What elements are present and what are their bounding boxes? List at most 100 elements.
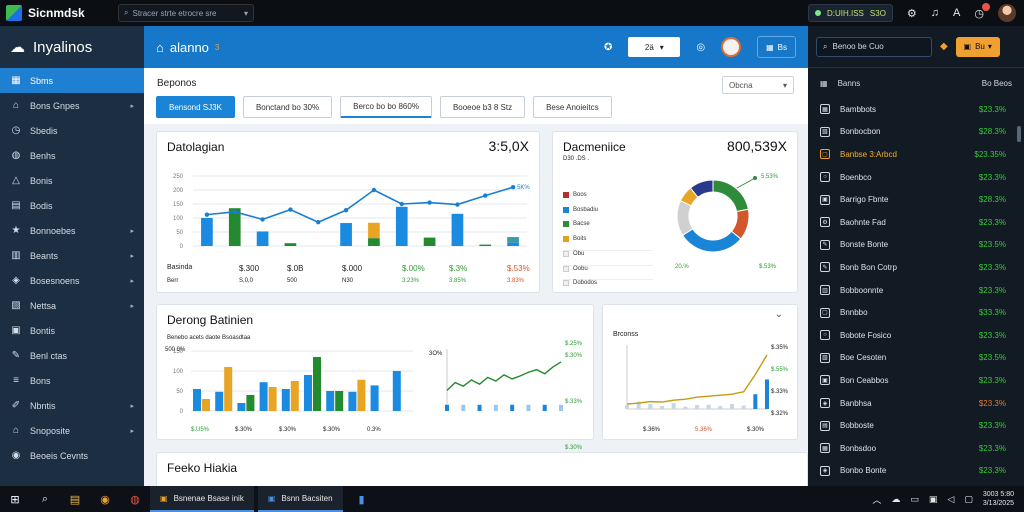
watchlist-row[interactable]: ▢ Banbse 3:Arbcd $23.35% bbox=[808, 143, 1024, 166]
card2-title: Dacmeniice bbox=[563, 140, 626, 154]
sidebar-item[interactable]: ▥ Beants ▸ bbox=[0, 243, 144, 268]
watchlist-value: $23.3% bbox=[978, 217, 1006, 227]
watchlist-row[interactable]: ▢ Bnnbbo $33.3% bbox=[808, 301, 1024, 324]
tab[interactable]: Booeoe b3 8 Stz bbox=[439, 96, 526, 118]
sidebar-item[interactable]: ✎ Benl ctas bbox=[0, 343, 144, 368]
bar bbox=[451, 213, 464, 246]
monitor-icon[interactable]: ▣ bbox=[928, 493, 938, 504]
page-title: ⌂ alanno 3 bbox=[156, 40, 219, 55]
app-brand[interactable]: Sicnmdsk bbox=[0, 5, 112, 21]
file-explorer-icon[interactable]: ▤ bbox=[69, 493, 81, 506]
card2-donut-label: 5.53% bbox=[761, 174, 779, 180]
bar bbox=[479, 244, 492, 246]
chevron-down-icon[interactable]: ⌄ bbox=[774, 309, 783, 320]
sidebar-item[interactable]: ◍ Benhs bbox=[0, 143, 144, 168]
chrome-icon[interactable]: ◍ bbox=[130, 493, 140, 506]
line-point bbox=[343, 207, 349, 213]
watchlist-row[interactable]: ○ Bobote Fosico $23.3% bbox=[808, 324, 1024, 347]
watchlist-row[interactable]: ▦ Bonbsdoo $23.3% bbox=[808, 437, 1024, 460]
profile-icon[interactable] bbox=[721, 37, 742, 57]
y-tick-label: 50 bbox=[176, 389, 183, 395]
watchlist-value: $23.35% bbox=[974, 149, 1006, 159]
watchlist-value: $23.3% bbox=[978, 330, 1006, 340]
sidebar-item[interactable]: ★ Bonnoebes ▸ bbox=[0, 218, 144, 243]
sidebar-item-label: Benl ctas bbox=[30, 350, 68, 361]
sidebar-item[interactable]: ✐ Nbntis ▸ bbox=[0, 393, 144, 418]
sidebar-item[interactable]: ⌂ Snoposite ▸ bbox=[0, 418, 144, 443]
watchlist-value: $28.3% bbox=[978, 127, 1006, 137]
taskbar-app[interactable]: ▣ Bsnn Bacsiten bbox=[257, 486, 343, 512]
bar bbox=[671, 403, 676, 409]
bar bbox=[224, 367, 233, 411]
user-avatar[interactable] bbox=[998, 4, 1016, 22]
watchlist-row[interactable]: ⚙ Baohnte Fad $23.3% bbox=[808, 211, 1024, 234]
y-tick-label: 250 bbox=[173, 174, 184, 180]
clock[interactable]: 3003 5:80 3/13/2025 bbox=[983, 490, 1014, 508]
chevron-up-icon[interactable]: ︿ bbox=[872, 494, 882, 505]
watchlist-row[interactable]: ▥ Bobboonnte $23.3% bbox=[808, 279, 1024, 302]
pen-icon: ✎ bbox=[11, 350, 21, 361]
sidebar-item[interactable]: ▣ Bontis bbox=[0, 318, 144, 343]
tab[interactable]: Bensond SJ3K bbox=[156, 96, 235, 118]
tab[interactable]: Bonctand bo 30% bbox=[242, 96, 333, 118]
connection-status[interactable]: D:UIH.ISS S3O bbox=[808, 4, 893, 22]
sidebar-item[interactable]: ▧ Nettsa ▸ bbox=[0, 293, 144, 318]
tab[interactable]: Berco bo bo 860% bbox=[340, 96, 432, 118]
sidebar-item-label: Bodis bbox=[30, 200, 53, 211]
sidebar-item[interactable]: ◷ Sbedis bbox=[0, 118, 144, 143]
watchlist-row[interactable]: ✎ Bonste Bonte $23.5% bbox=[808, 234, 1024, 257]
sync-icon[interactable]: ◎ bbox=[696, 41, 706, 53]
diamond-icon[interactable]: ◆ bbox=[940, 41, 948, 52]
overview-select[interactable]: Obcna ▾ bbox=[722, 76, 794, 94]
sidebar-item[interactable]: ▤ Bodis bbox=[0, 193, 144, 218]
sidebar-item[interactable]: ⌂ Bons Gnpes ▸ bbox=[0, 93, 144, 118]
watchlist-search-input[interactable]: ⌕ Benoo be Cuo bbox=[816, 36, 932, 57]
battery-icon[interactable]: ▢ bbox=[964, 493, 973, 504]
speaker-icon[interactable]: ◁ bbox=[947, 493, 955, 504]
watchlist-header: ⌕ Benoo be Cuo ◆ ▣ Bu ▾ bbox=[808, 26, 1024, 68]
watchlist-row[interactable]: ◈ Banbhsa $23.3% bbox=[808, 392, 1024, 415]
bell-icon[interactable]: ♫ bbox=[930, 7, 940, 19]
tab[interactable]: Bese Anoieitcs bbox=[533, 96, 612, 118]
watchlist-row[interactable]: ▤ Bobboste $23.3% bbox=[808, 414, 1024, 437]
sidebar-item[interactable]: ◉ Beoeis Cevnts bbox=[0, 443, 144, 468]
sidebar-item[interactable]: △ Bonis bbox=[0, 168, 144, 193]
star-icon: ★ bbox=[11, 225, 21, 236]
font-icon[interactable]: A bbox=[953, 7, 961, 19]
watchlist-filter-button[interactable]: ▣ Bu ▾ bbox=[955, 36, 1000, 57]
app-icon[interactable]: ▮ bbox=[358, 493, 365, 506]
bar bbox=[648, 404, 653, 409]
header-select[interactable]: 2ä ▾ bbox=[628, 37, 681, 57]
network-icon[interactable]: ▭ bbox=[910, 493, 919, 504]
star-icon[interactable]: ✪ bbox=[603, 41, 613, 53]
y-tick-label: 100 bbox=[173, 216, 184, 222]
watchlist-scrollbar[interactable] bbox=[1017, 126, 1021, 142]
browser-icon[interactable]: ◉ bbox=[100, 493, 110, 506]
donut-leader-dot bbox=[753, 176, 757, 180]
watchlist-row[interactable]: ▣ Barrigo Fbnte $28.3% bbox=[808, 188, 1024, 211]
legend-label: Boits bbox=[573, 235, 587, 242]
watchlist-row[interactable]: ◈ Bonbo Bonte $23.3% bbox=[808, 460, 1024, 483]
watchlist-row[interactable]: ▧ Bonbocbon $28.3% bbox=[808, 121, 1024, 144]
watchlist-row[interactable]: ○ Boenbco $23.3% bbox=[808, 166, 1024, 189]
gear-icon[interactable]: ⚙ bbox=[906, 7, 917, 20]
header-box-button[interactable]: ▦ Bs bbox=[757, 36, 796, 58]
bar bbox=[368, 238, 380, 246]
chart-icon: ▧ bbox=[820, 126, 830, 137]
line-point bbox=[399, 201, 404, 207]
watchlist-row[interactable]: ✎ Bonb Bon Cotrp $23.3% bbox=[808, 256, 1024, 279]
search-icon[interactable]: ⌕ bbox=[41, 492, 49, 505]
watchlist-row[interactable]: ▧ Boe Cesoten $23.5% bbox=[808, 347, 1024, 370]
watchlist-row[interactable]: ▦ Bambbots $23.3% bbox=[808, 98, 1024, 121]
sidebar-item[interactable]: ▦ Sbms bbox=[0, 68, 144, 93]
windows-start-icon[interactable]: ⊞ bbox=[10, 493, 20, 506]
legend-swatch bbox=[563, 206, 569, 213]
sidebar-item[interactable]: ◈ Bosesnoens ▸ bbox=[0, 268, 144, 293]
taskbar-app[interactable]: ▣ Bsnenae Bsase inik bbox=[150, 486, 254, 512]
cloud-icon[interactable]: ☁ bbox=[891, 493, 901, 504]
global-search-input[interactable]: ⌕ Stracer strte etrocre sre ▾ bbox=[118, 4, 254, 22]
clock-icon[interactable]: ◷ bbox=[974, 2, 990, 20]
y-tick-label: 0 bbox=[180, 409, 184, 415]
sidebar-item[interactable]: ≡ Bons bbox=[0, 368, 144, 393]
watchlist-row[interactable]: ▣ Bon Ceabbos $23.3% bbox=[808, 369, 1024, 392]
